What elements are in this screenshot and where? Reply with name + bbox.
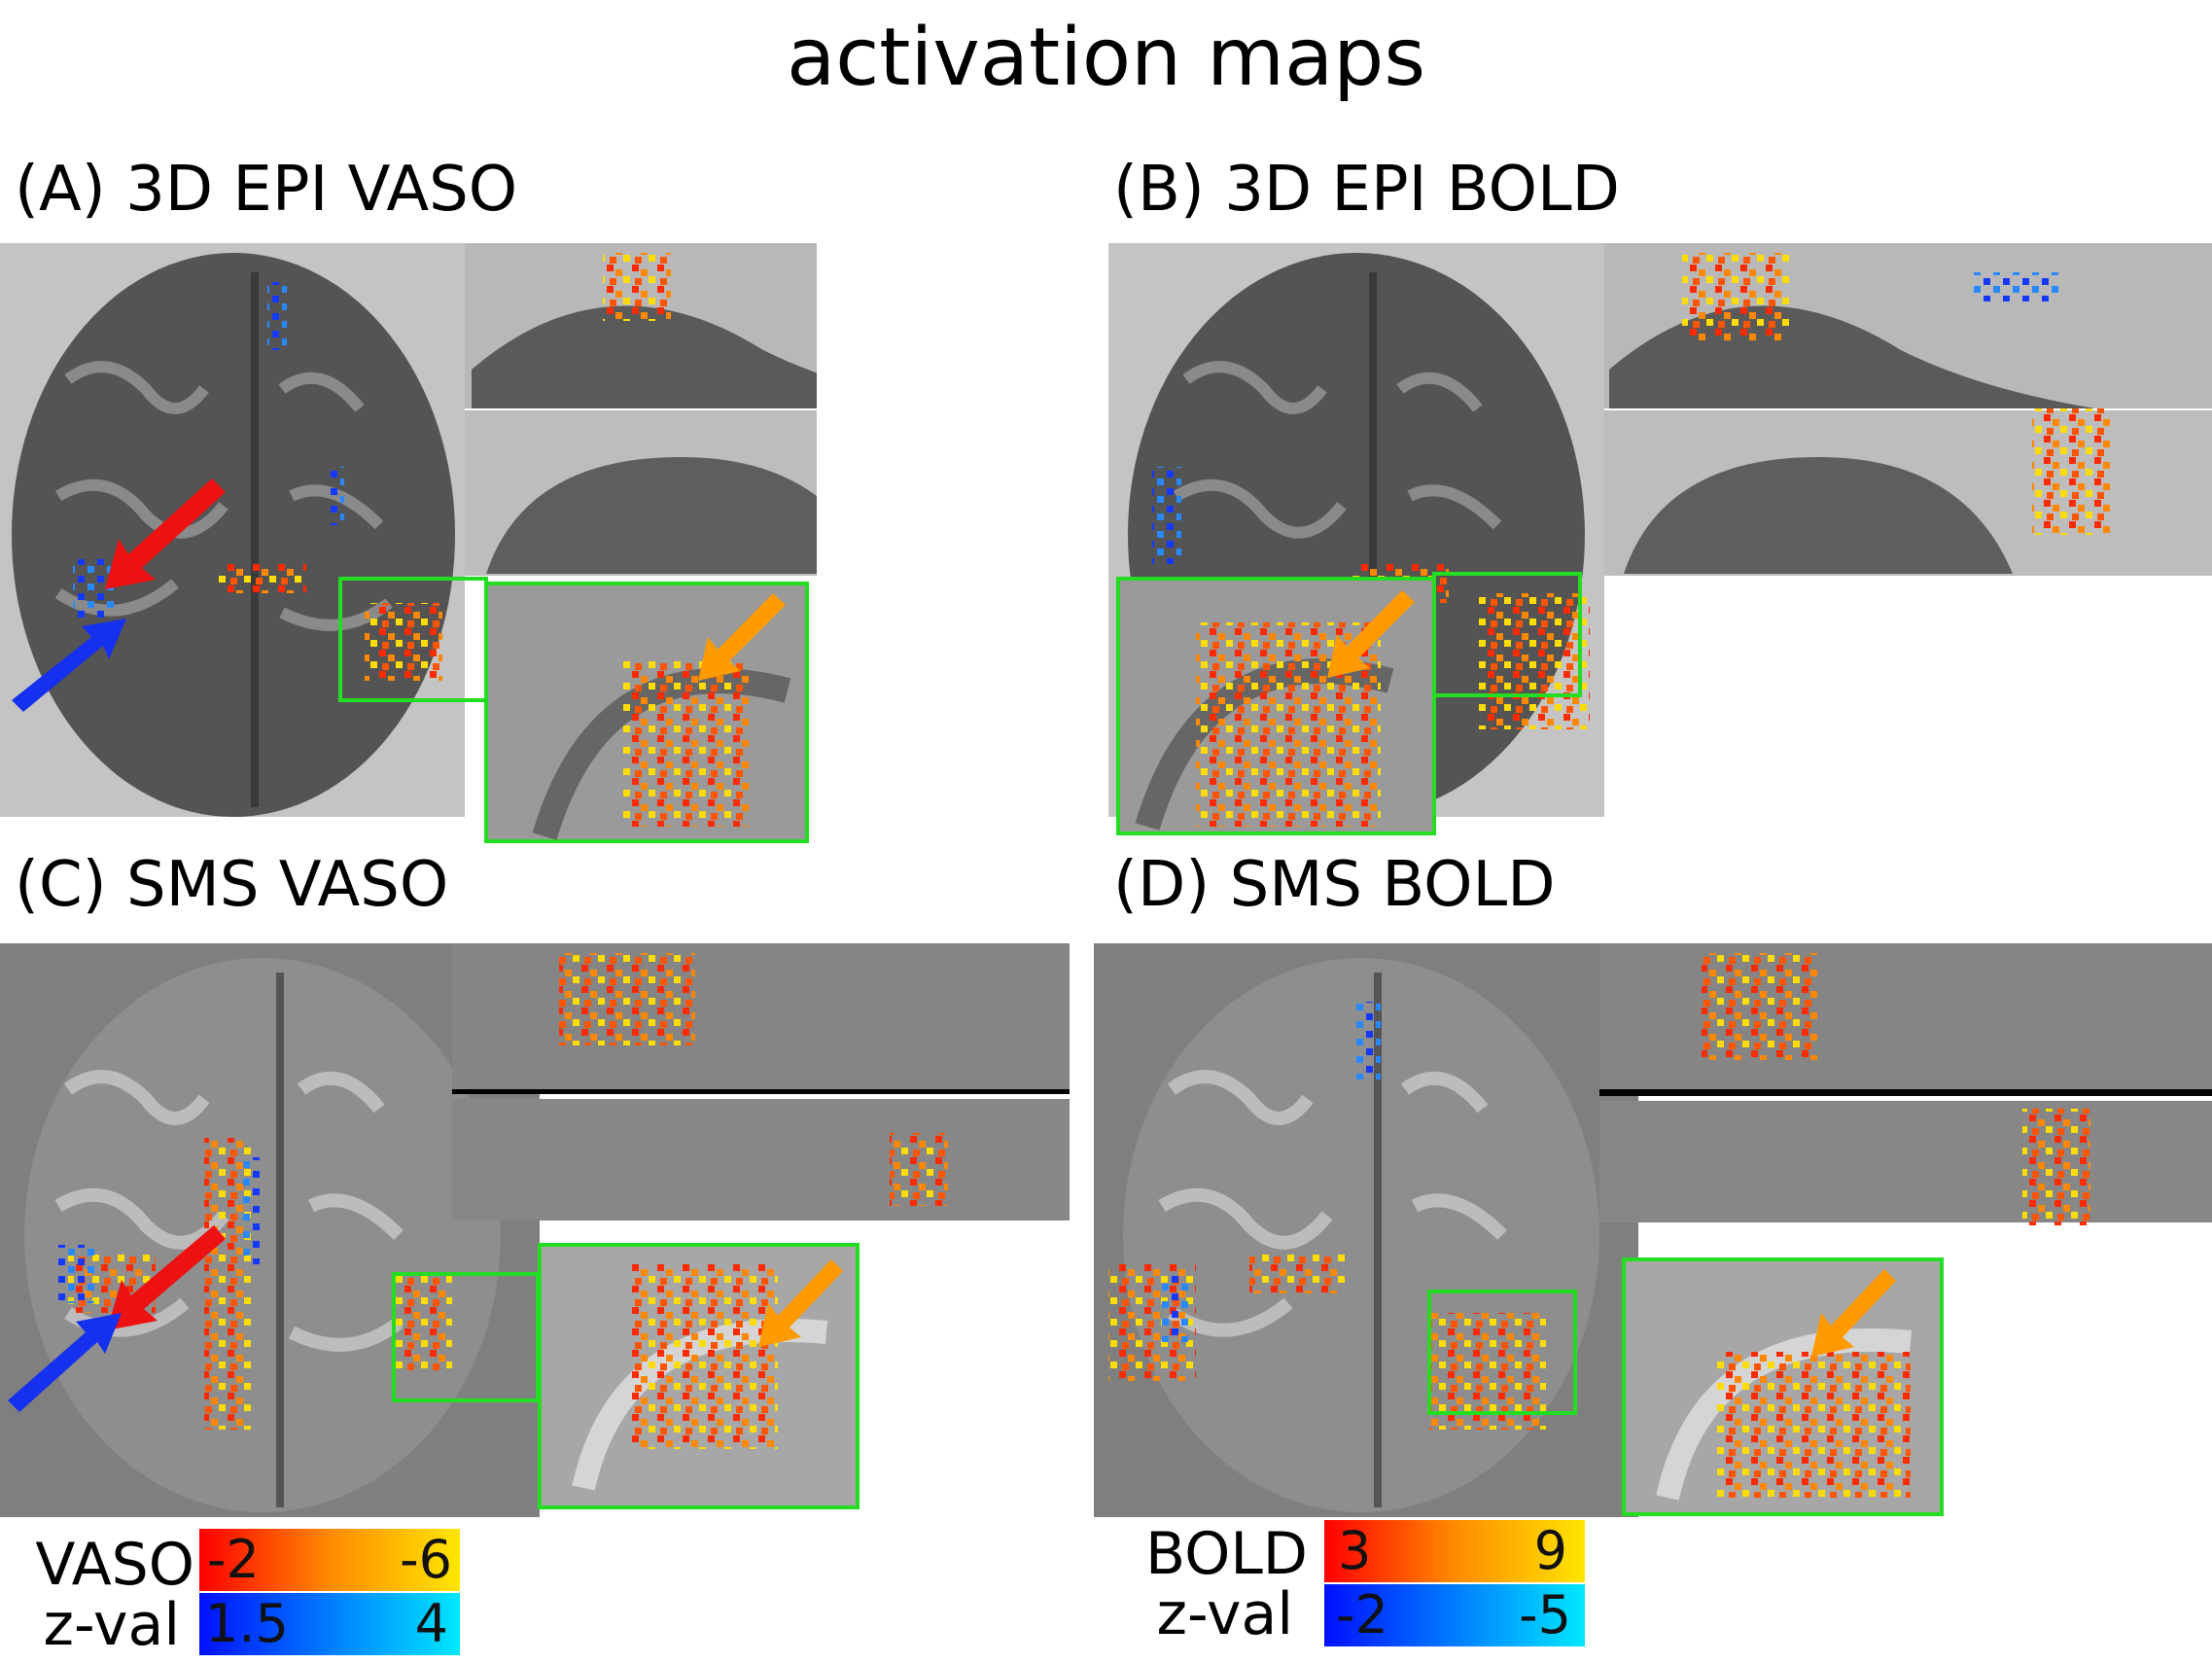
- activation-cluster: [58, 1245, 97, 1303]
- activation-cluster: [1162, 1274, 1191, 1342]
- roi-box: [1427, 1290, 1577, 1415]
- coronal-slice: [452, 1099, 1070, 1221]
- vaso-negative-max: 4: [414, 1593, 448, 1654]
- sagittal-slice: [1599, 943, 2212, 1094]
- bold-legend-unit: z-val: [1156, 1580, 1293, 1648]
- panel-label-a: (A) 3D EPI VASO: [15, 154, 518, 226]
- activation-cluster: [394, 1274, 452, 1371]
- activation-cluster: [1356, 1002, 1381, 1079]
- orange-arrow: [1327, 590, 1415, 678]
- activation-cluster: [267, 282, 287, 350]
- panel-b-brain-map: [1108, 243, 2212, 841]
- bold-positive-max: 9: [1533, 1520, 1567, 1581]
- panel-a-brain-map: [0, 243, 817, 846]
- activation-cluster: [1702, 953, 1818, 1060]
- activation-cluster: [890, 1133, 948, 1206]
- activation-cluster: [1478, 593, 1590, 729]
- bold-positive-min: 3: [1338, 1520, 1372, 1581]
- vaso-negative-min: 1.5: [205, 1593, 289, 1654]
- panel-d-brain-map: [1094, 943, 2212, 1517]
- red-arrow: [105, 478, 226, 589]
- vaso-positive-max: -6: [400, 1529, 452, 1590]
- activation-cluster: [1429, 1313, 1546, 1430]
- activation-cluster: [1682, 253, 1789, 340]
- orange-arrow: [698, 593, 786, 681]
- activation-cluster: [329, 467, 344, 525]
- activation-cluster: [73, 559, 117, 618]
- bold-negative-colorbar: -2 -5: [1324, 1584, 1585, 1646]
- vaso-legend-unit: z-val: [43, 1591, 180, 1659]
- activation-cluster: [1716, 1352, 1911, 1498]
- bold-positive-colorbar: 3 9: [1324, 1520, 1585, 1582]
- red-arrow: [107, 1225, 226, 1330]
- activation-cluster: [1974, 272, 2061, 301]
- activation-cluster: [632, 1264, 778, 1449]
- bold-colorbar-legend: BOLD z-val 3 9 -2 -5: [1108, 1512, 1595, 1663]
- orange-arrow: [1811, 1269, 1896, 1357]
- activation-cluster: [243, 1157, 263, 1264]
- activation-cluster: [1152, 467, 1181, 564]
- panel-c-brain-map: [0, 943, 1070, 1517]
- activation-cluster: [2022, 1109, 2090, 1225]
- coronal-slice: [1599, 1101, 2212, 1222]
- activation-cluster: [365, 603, 442, 681]
- vaso-positive-min: -2: [207, 1529, 260, 1590]
- vaso-negative-colorbar: 1.5 4: [199, 1593, 460, 1655]
- axial-brain-slice: [12, 253, 455, 817]
- sagittal-slice: [452, 943, 1070, 1094]
- vaso-colorbar-legend: VASO z-val -2 -6 1.5 4: [0, 1517, 467, 1663]
- activation-cluster: [559, 953, 695, 1045]
- activation-cluster: [2032, 408, 2110, 535]
- activation-cluster: [219, 564, 306, 593]
- bold-negative-max: -5: [1519, 1584, 1571, 1645]
- panel-label-b: (B) 3D EPI BOLD: [1113, 154, 1620, 226]
- panel-label-d: (D) SMS BOLD: [1113, 849, 1556, 921]
- bold-negative-min: -2: [1336, 1584, 1388, 1645]
- orange-arrow: [758, 1259, 843, 1347]
- activation-cluster: [1249, 1255, 1347, 1293]
- vaso-positive-colorbar: -2 -6: [199, 1529, 460, 1591]
- bold-legend-title: BOLD: [1145, 1520, 1308, 1588]
- vaso-legend-title: VASO: [35, 1531, 194, 1599]
- figure-title: activation maps: [786, 12, 1426, 104]
- panel-label-c: (C) SMS VASO: [15, 849, 449, 921]
- activation-cluster: [603, 253, 671, 321]
- blue-arrow: [12, 619, 126, 712]
- activation-cluster: [622, 661, 749, 827]
- blue-arrow: [8, 1313, 122, 1412]
